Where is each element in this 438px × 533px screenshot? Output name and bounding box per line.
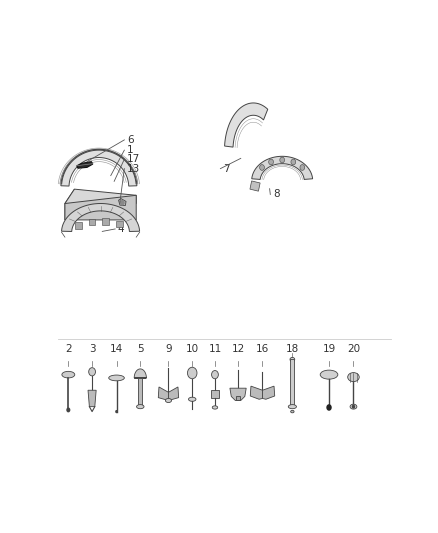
Text: 16: 16 xyxy=(256,344,269,354)
Ellipse shape xyxy=(62,372,75,378)
Ellipse shape xyxy=(137,405,144,409)
Ellipse shape xyxy=(291,410,294,413)
Circle shape xyxy=(326,404,332,411)
Polygon shape xyxy=(65,189,74,220)
Text: 19: 19 xyxy=(322,344,336,354)
Circle shape xyxy=(120,200,124,205)
Text: 4: 4 xyxy=(118,224,124,234)
Polygon shape xyxy=(134,369,146,378)
Text: 9: 9 xyxy=(165,344,172,354)
Polygon shape xyxy=(252,156,313,180)
Polygon shape xyxy=(230,388,246,400)
Ellipse shape xyxy=(290,358,295,361)
Text: 5: 5 xyxy=(137,344,144,354)
Ellipse shape xyxy=(166,399,172,402)
Polygon shape xyxy=(119,199,126,206)
Text: 18: 18 xyxy=(286,344,299,354)
Text: 2: 2 xyxy=(65,344,72,354)
Ellipse shape xyxy=(212,406,218,409)
Bar xyxy=(88,219,95,225)
Bar xyxy=(75,222,82,229)
Circle shape xyxy=(260,165,265,171)
Polygon shape xyxy=(65,195,136,220)
Circle shape xyxy=(115,410,118,413)
Text: 14: 14 xyxy=(110,344,123,354)
Bar xyxy=(211,390,219,399)
Text: 11: 11 xyxy=(208,344,222,354)
Text: 6: 6 xyxy=(127,135,134,145)
Polygon shape xyxy=(158,387,169,400)
Polygon shape xyxy=(62,204,140,231)
Circle shape xyxy=(66,407,71,413)
Polygon shape xyxy=(65,189,136,204)
Text: 17: 17 xyxy=(127,154,140,164)
Polygon shape xyxy=(225,103,268,147)
Circle shape xyxy=(352,405,355,409)
Text: 10: 10 xyxy=(186,344,199,354)
Ellipse shape xyxy=(109,375,124,381)
Ellipse shape xyxy=(188,397,196,401)
Bar xyxy=(116,221,123,228)
Polygon shape xyxy=(61,149,137,186)
Polygon shape xyxy=(88,390,96,407)
Circle shape xyxy=(300,165,305,171)
Circle shape xyxy=(88,368,95,376)
Bar xyxy=(102,219,109,225)
Text: 8: 8 xyxy=(273,189,279,199)
Polygon shape xyxy=(262,386,275,399)
Polygon shape xyxy=(77,161,93,168)
Polygon shape xyxy=(250,181,260,191)
Ellipse shape xyxy=(320,370,338,379)
Circle shape xyxy=(212,370,219,379)
Text: 12: 12 xyxy=(231,344,245,354)
Bar xyxy=(290,359,294,407)
Polygon shape xyxy=(250,386,262,399)
Circle shape xyxy=(187,367,197,379)
Circle shape xyxy=(291,159,296,165)
Ellipse shape xyxy=(350,404,357,409)
Text: 1: 1 xyxy=(127,145,134,155)
Text: 3: 3 xyxy=(89,344,95,354)
Text: 20: 20 xyxy=(347,344,360,354)
Bar xyxy=(138,378,142,407)
Circle shape xyxy=(280,157,285,163)
Text: 7: 7 xyxy=(223,164,230,174)
Polygon shape xyxy=(169,387,179,400)
Text: 13: 13 xyxy=(127,164,140,174)
Ellipse shape xyxy=(348,373,359,382)
Ellipse shape xyxy=(288,405,297,409)
Bar xyxy=(236,395,240,400)
Circle shape xyxy=(268,159,273,165)
